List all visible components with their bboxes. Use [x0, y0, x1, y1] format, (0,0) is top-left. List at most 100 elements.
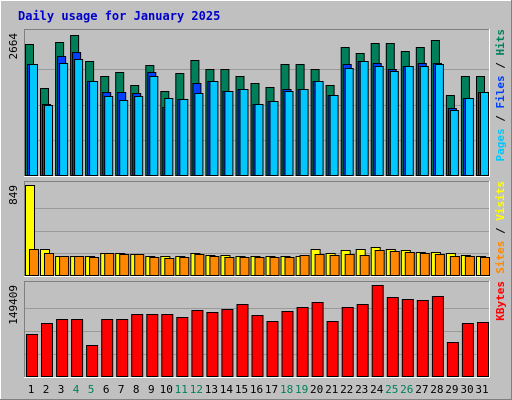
top-bar-pages-day-31 — [480, 92, 489, 176]
day-label-10: 10 — [160, 383, 173, 396]
day-label-29: 29 — [445, 383, 458, 396]
bot-bar-kbytes-day-9 — [146, 314, 159, 377]
mid-legend-separator: / — [494, 221, 507, 241]
mid-bar-sites-day-20 — [314, 254, 325, 276]
mid-bar-sites-day-25 — [389, 251, 400, 276]
mid-bar-sites-day-19 — [299, 255, 310, 276]
bot-bar-kbytes-day-3 — [56, 319, 69, 377]
bot-legend: KBytes — [494, 281, 507, 321]
top-bar-pages-day-10 — [164, 98, 174, 176]
mid-bar-sites-day-28 — [434, 254, 445, 276]
top-bar-pages-day-30 — [464, 98, 474, 176]
mid-bar-sites-day-13 — [209, 256, 220, 276]
top-bar-pages-day-21 — [329, 95, 339, 176]
bot-panel: 149409 KBytes — [7, 281, 507, 378]
top-legend: Pages / Files / Hits — [494, 29, 507, 162]
mid-bar-sites-day-7 — [119, 254, 130, 276]
top-max-label: 2664 — [7, 33, 20, 60]
bot-bar-kbytes-day-24 — [371, 285, 384, 377]
top-bar-pages-day-15 — [239, 89, 249, 176]
mid-legend: Sites / Visits — [494, 181, 507, 274]
day-label-13: 13 — [205, 383, 218, 396]
top-bar-pages-day-22 — [344, 68, 354, 176]
top-bar-pages-day-28 — [434, 64, 444, 176]
bot-bar-kbytes-day-11 — [176, 317, 189, 377]
mid-bar-sites-day-11 — [179, 257, 190, 276]
mid-bar-sites-day-5 — [89, 257, 100, 276]
day-label-21: 21 — [325, 383, 338, 396]
bot-bar-kbytes-day-1 — [26, 334, 38, 377]
mid-bar-sites-day-8 — [134, 254, 145, 276]
day-label-24: 24 — [370, 383, 384, 396]
day-label-15: 15 — [235, 383, 248, 396]
mid-bar-sites-day-27 — [419, 253, 430, 276]
top-bar-pages-day-14 — [224, 91, 234, 176]
bot-bar-kbytes-day-23 — [356, 304, 369, 377]
day-label-1: 1 — [28, 383, 35, 396]
legend-hits: Hits — [494, 29, 507, 56]
day-label-23: 23 — [355, 383, 368, 396]
mid-bar-sites-day-30 — [464, 256, 475, 276]
bot-bar-kbytes-day-19 — [296, 307, 309, 377]
bot-bar-kbytes-day-21 — [326, 321, 339, 377]
legend-pages: Pages — [494, 128, 507, 161]
top-bar-pages-day-5 — [89, 81, 99, 176]
day-label-20: 20 — [310, 383, 323, 396]
bot-bar-kbytes-day-16 — [251, 315, 264, 377]
mid-bar-sites-day-26 — [404, 252, 415, 276]
day-label-4: 4 — [73, 383, 80, 396]
bot-bar-kbytes-day-7 — [116, 319, 129, 377]
mid-max-label: 849 — [7, 185, 20, 205]
top-bar-pages-day-11 — [179, 99, 189, 176]
bot-bar-kbytes-day-2 — [41, 323, 53, 377]
mid-bar-sites-day-17 — [269, 257, 280, 276]
legend-files: Files — [494, 75, 507, 108]
mid-bar-sites-day-16 — [254, 257, 265, 276]
top-bar-pages-day-9 — [149, 76, 159, 176]
top-bar-pages-day-26 — [404, 66, 414, 176]
day-label-11: 11 — [175, 383, 188, 396]
top-legend-separator: / — [494, 109, 507, 129]
mid-bar-sites-day-23 — [359, 255, 370, 276]
top-bar-pages-day-3 — [59, 63, 69, 176]
day-label-3: 3 — [58, 383, 65, 396]
top-legend-separator: / — [494, 56, 507, 76]
top-bar-pages-day-24 — [374, 66, 384, 176]
top-bar-pages-day-7 — [119, 100, 129, 176]
mid-bar-sites-day-1 — [29, 249, 39, 276]
day-label-6: 6 — [103, 383, 110, 396]
day-label-30: 30 — [460, 383, 473, 396]
top-bar-pages-day-6 — [104, 96, 114, 176]
top-bar-pages-day-20 — [314, 81, 324, 176]
bot-bar-kbytes-day-10 — [161, 314, 174, 377]
day-label-22: 22 — [340, 383, 353, 396]
bot-bar-kbytes-day-4 — [71, 319, 84, 377]
bot-bar-kbytes-day-14 — [221, 309, 234, 377]
day-label-31: 31 — [475, 383, 488, 396]
bot-bar-kbytes-day-28 — [431, 296, 444, 377]
day-label-8: 8 — [133, 383, 140, 396]
mid-bar-sites-day-4 — [74, 256, 85, 276]
mid-bar-sites-day-24 — [374, 250, 385, 276]
day-label-9: 9 — [148, 383, 155, 396]
bot-bar-kbytes-day-13 — [206, 312, 219, 377]
bot-bar-kbytes-day-8 — [131, 314, 144, 377]
top-bar-pages-day-27 — [419, 66, 429, 176]
mid-bar-sites-day-2 — [44, 253, 54, 276]
mid-bar-sites-day-21 — [329, 255, 340, 276]
top-bar-pages-day-29 — [449, 110, 459, 176]
bot-bar-kbytes-day-15 — [236, 304, 249, 377]
legend-sites: Sites — [494, 241, 507, 274]
top-bar-pages-day-17 — [269, 101, 279, 176]
bot-bar-kbytes-day-25 — [386, 297, 399, 377]
top-bar-pages-day-19 — [299, 89, 309, 176]
top-bar-pages-day-4 — [74, 59, 84, 176]
day-label-7: 7 — [118, 383, 125, 396]
bot-bar-kbytes-day-17 — [266, 321, 279, 377]
day-label-25: 25 — [385, 383, 398, 396]
legend-visits: Visits — [494, 181, 507, 221]
top-bar-pages-day-23 — [359, 61, 369, 176]
day-label-26: 26 — [400, 383, 413, 396]
mid-bar-sites-day-22 — [344, 254, 355, 276]
